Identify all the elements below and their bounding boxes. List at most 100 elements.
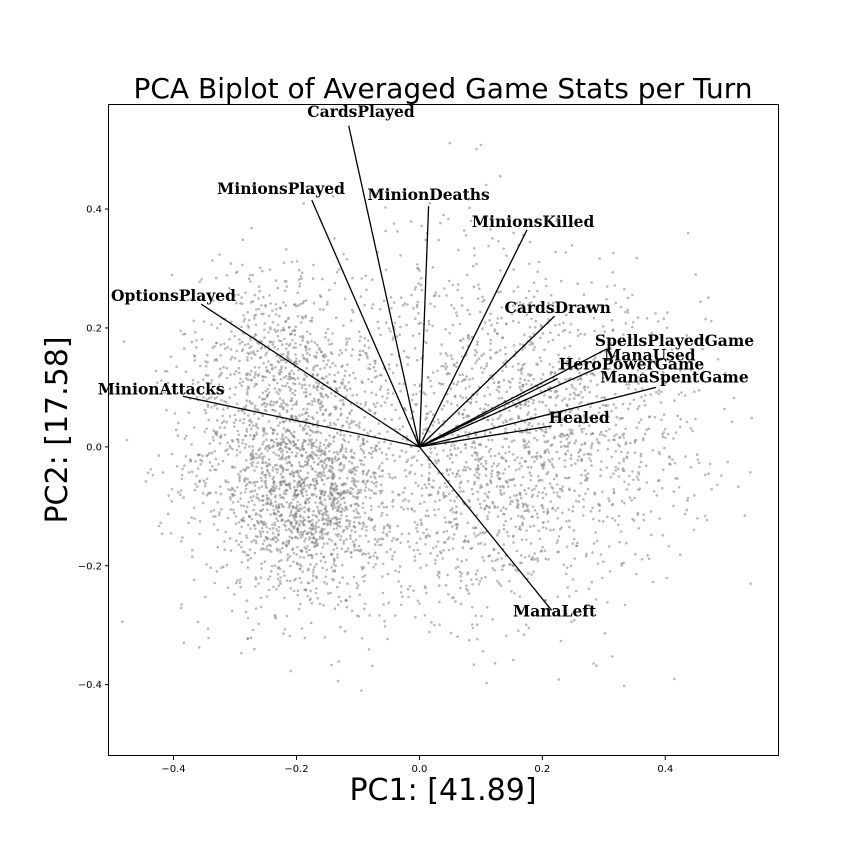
scatter-point xyxy=(549,389,553,393)
scatter-point xyxy=(436,554,439,557)
loading-label-optionsplayed: OptionsPlayed xyxy=(111,286,236,305)
scatter-point xyxy=(576,407,580,411)
scatter-point xyxy=(355,497,359,500)
scatter-point xyxy=(310,556,314,560)
scatter-point xyxy=(521,385,524,389)
scatter-point xyxy=(278,447,282,450)
scatter-point xyxy=(551,417,554,420)
scatter-point xyxy=(719,380,722,384)
scatter-point xyxy=(241,438,245,442)
scatter-point xyxy=(504,359,508,362)
scatter-point xyxy=(279,473,283,476)
scatter-point xyxy=(352,509,356,513)
scatter-point xyxy=(288,447,291,451)
scatter-point xyxy=(556,539,559,542)
scatter-point xyxy=(576,328,580,332)
scatter-point xyxy=(594,598,598,601)
scatter-point xyxy=(213,345,216,348)
scatter-point xyxy=(279,582,282,585)
scatter-point xyxy=(404,450,408,454)
scatter-point xyxy=(552,465,555,469)
scatter-point xyxy=(431,371,435,374)
scatter-point xyxy=(277,533,280,537)
scatter-point xyxy=(363,416,366,419)
scatter-point xyxy=(452,382,455,386)
scatter-point xyxy=(500,306,503,309)
scatter-point xyxy=(328,413,332,416)
scatter-point xyxy=(285,528,288,532)
scatter-point xyxy=(250,458,253,461)
scatter-point xyxy=(422,531,425,535)
scatter-point xyxy=(406,303,409,306)
scatter-point xyxy=(273,464,277,467)
scatter-point xyxy=(216,391,220,395)
scatter-point xyxy=(274,313,278,316)
scatter-point xyxy=(276,329,280,332)
scatter-point xyxy=(272,451,276,454)
scatter-point xyxy=(395,363,399,367)
scatter-point xyxy=(312,430,315,434)
scatter-point xyxy=(407,499,411,503)
scatter-point xyxy=(455,523,459,526)
scatter-point xyxy=(369,555,372,559)
scatter-point xyxy=(430,385,433,388)
scatter-point xyxy=(264,375,267,379)
scatter-point xyxy=(265,409,268,413)
scatter-point xyxy=(535,484,538,488)
loading-vector-minionattacks xyxy=(182,395,420,448)
scatter-point xyxy=(276,468,280,471)
scatter-point xyxy=(325,582,329,586)
scatter-point xyxy=(436,369,439,373)
scatter-point xyxy=(390,539,394,543)
scatter-point xyxy=(418,383,422,386)
scatter-point xyxy=(610,318,614,322)
scatter-point xyxy=(578,357,581,361)
scatter-point xyxy=(345,527,349,530)
scatter-point xyxy=(521,523,524,527)
scatter-point xyxy=(475,475,479,479)
scatter-point xyxy=(372,554,375,558)
scatter-point xyxy=(230,355,234,359)
scatter-point xyxy=(549,331,552,335)
scatter-point xyxy=(442,449,445,452)
scatter-point xyxy=(276,442,279,445)
scatter-point xyxy=(479,506,483,510)
scatter-point xyxy=(587,452,591,456)
scatter-point xyxy=(304,501,308,505)
scatter-point xyxy=(261,530,265,533)
scatter-point xyxy=(532,524,536,528)
scatter-point xyxy=(472,247,476,250)
scatter-point xyxy=(678,425,682,429)
scatter-point xyxy=(556,483,559,486)
scatter-point xyxy=(561,399,564,402)
scatter-point xyxy=(511,453,515,456)
scatter-point xyxy=(317,382,321,385)
scatter-point xyxy=(318,444,322,448)
scatter-point xyxy=(192,506,196,510)
scatter-point xyxy=(454,475,458,479)
scatter-point xyxy=(490,438,494,442)
scatter-point xyxy=(308,538,311,541)
scatter-point xyxy=(389,442,393,446)
scatter-point xyxy=(456,447,460,450)
scatter-point xyxy=(402,508,406,511)
scatter-point xyxy=(489,481,493,485)
scatter-point xyxy=(373,528,376,532)
scatter-point xyxy=(296,589,300,593)
scatter-point xyxy=(511,478,514,482)
scatter-point xyxy=(449,499,453,502)
scatter-point xyxy=(313,364,317,368)
scatter-point xyxy=(299,602,302,606)
scatter-point xyxy=(375,540,379,544)
scatter-point xyxy=(423,585,427,588)
scatter-point xyxy=(267,548,271,552)
scatter-point xyxy=(444,520,448,524)
scatter-point xyxy=(337,532,341,536)
scatter-point xyxy=(230,609,234,613)
scatter-point xyxy=(325,568,329,572)
scatter-point xyxy=(432,420,436,423)
scatter-point xyxy=(552,477,556,481)
scatter-point xyxy=(466,414,470,417)
scatter-point xyxy=(458,570,462,574)
scatter-point xyxy=(654,390,658,394)
